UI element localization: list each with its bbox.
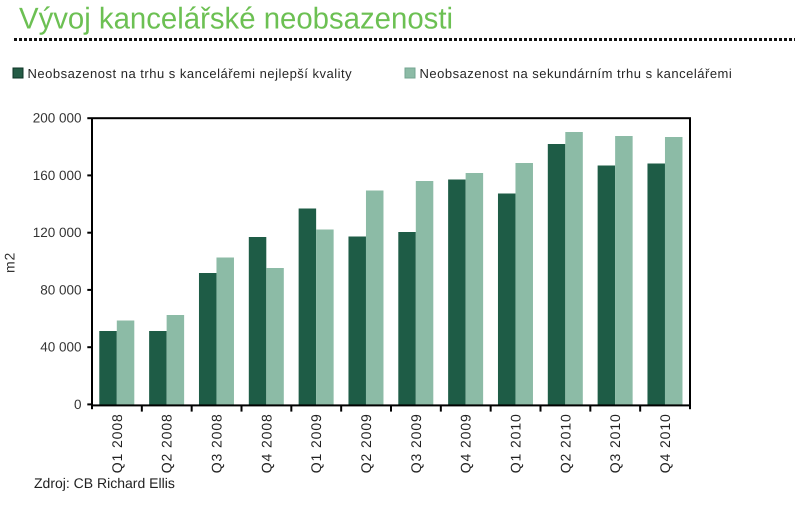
svg-text:120 000: 120 000 <box>33 225 82 240</box>
svg-text:Q2 2009: Q2 2009 <box>358 413 374 473</box>
svg-text:0: 0 <box>74 397 82 412</box>
svg-text:Q4 2009: Q4 2009 <box>458 413 474 473</box>
svg-text:Q4 2008: Q4 2008 <box>258 413 274 473</box>
svg-text:200 000: 200 000 <box>33 111 82 126</box>
svg-text:Q4 2010: Q4 2010 <box>657 413 673 473</box>
svg-text:m2: m2 <box>2 252 18 273</box>
svg-text:Q1 2008: Q1 2008 <box>109 413 125 473</box>
svg-text:Zdroj: CB Richard Ellis: Zdroj: CB Richard Ellis <box>34 475 175 491</box>
svg-text:Q3 2008: Q3 2008 <box>209 413 225 473</box>
svg-text:160 000: 160 000 <box>33 168 82 183</box>
svg-text:Q2 2008: Q2 2008 <box>159 413 175 473</box>
svg-text:Neobsazenost na sekundárním tr: Neobsazenost na sekundárním trhu s kance… <box>420 66 733 81</box>
svg-text:Q1 2010: Q1 2010 <box>508 413 524 473</box>
svg-text:80 000: 80 000 <box>40 282 81 297</box>
svg-text:Q2 2010: Q2 2010 <box>557 413 573 473</box>
svg-text:Q3 2009: Q3 2009 <box>408 413 424 473</box>
svg-text:Q1 2009: Q1 2009 <box>308 413 324 473</box>
svg-text:40 000: 40 000 <box>40 340 81 355</box>
svg-text:Neobsazenost na trhu s kancelá: Neobsazenost na trhu s kancelářemi nejle… <box>28 66 353 81</box>
svg-text:Q3 2010: Q3 2010 <box>607 413 623 473</box>
svg-text:Vývoj kancelářské neobsazenost: Vývoj kancelářské neobsazenosti <box>19 3 453 36</box>
